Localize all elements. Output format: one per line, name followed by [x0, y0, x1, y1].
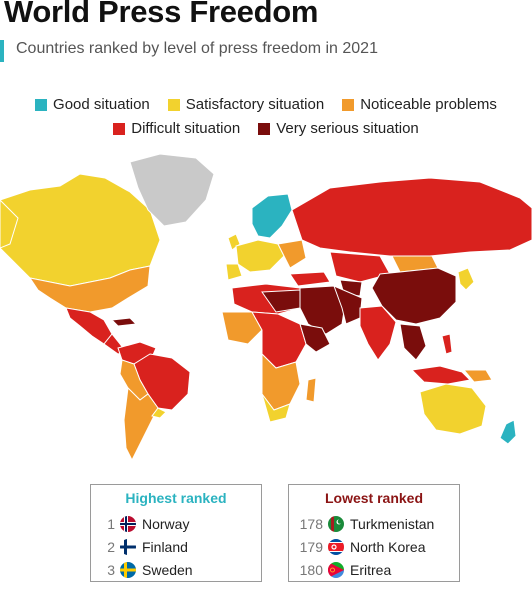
- region-russia: [291, 177, 532, 257]
- eritrea-flag-icon: [328, 561, 344, 578]
- region-alaska: [0, 199, 19, 249]
- lowest-ranked-heading: Lowest ranked: [324, 490, 424, 506]
- region-libya-egypt: [261, 289, 301, 313]
- region-indonesia: [410, 365, 472, 385]
- region-australia: [419, 383, 487, 435]
- world-map-svg: [0, 153, 532, 462]
- region-philippines: [441, 333, 453, 355]
- list-item: 3 Sweden: [91, 558, 261, 581]
- legend-row-1: Good situation Satisfactory situation No…: [0, 96, 532, 113]
- region-mexico: [65, 307, 113, 345]
- region-china: [371, 267, 457, 325]
- legend-label-very-serious: Very serious situation: [276, 120, 419, 137]
- region-kazakhstan: [329, 251, 391, 283]
- list-item: 178 Turkmenistan: [289, 512, 459, 535]
- region-south-africa: [261, 393, 291, 423]
- region-greenland: [129, 153, 215, 227]
- region-png: [462, 369, 493, 383]
- legend-item-noticeable: Noticeable problems: [342, 96, 497, 113]
- lowest-ranked-list: 178 Turkmenistan 179 North Korea 180: [289, 512, 459, 581]
- legend-label-noticeable: Noticeable problems: [360, 96, 497, 113]
- norway-flag-icon: [120, 515, 136, 532]
- lowest-ranked-box: Lowest ranked 178 Turkmenistan 179 North…: [288, 484, 460, 582]
- region-turkey: [289, 271, 331, 287]
- rank-number: 2: [107, 538, 115, 555]
- rank-number: 180: [299, 561, 323, 578]
- legend-label-difficult: Difficult situation: [131, 120, 241, 137]
- region-canada: [0, 173, 161, 287]
- region-scandinavia: [251, 193, 293, 239]
- region-western-europe: [235, 239, 285, 273]
- page-title: World Press Freedom: [4, 0, 319, 29]
- region-iberia: [225, 263, 243, 281]
- legend-label-satisfactory: Satisfactory situation: [185, 96, 325, 113]
- rank-number: 179: [299, 538, 323, 555]
- legend-swatch-noticeable: [342, 98, 355, 111]
- region-cuba: [110, 317, 138, 327]
- rank-number: 1: [107, 515, 115, 532]
- legend-swatch-very-serious: [258, 122, 271, 135]
- legend-item-very-serious: Very serious situation: [258, 120, 419, 137]
- turkmenistan-flag-icon: [328, 515, 344, 532]
- region-usa: [28, 265, 151, 313]
- region-iran: [333, 285, 363, 325]
- highest-ranked-heading: Highest ranked: [125, 490, 227, 506]
- country-name: Turkmenistan: [350, 515, 435, 532]
- region-korea-japan: [457, 267, 475, 291]
- world-map: [0, 148, 532, 478]
- country-name: Sweden: [142, 561, 193, 578]
- accent-bar: [0, 40, 4, 62]
- region-horn-of-africa: [299, 323, 331, 353]
- rank-number: 3: [107, 561, 115, 578]
- country-name: Norway: [142, 515, 190, 532]
- legend-swatch-good: [35, 98, 48, 111]
- list-item: 1 Norway: [91, 512, 261, 535]
- region-uruguay: [151, 407, 167, 419]
- finland-flag-icon: [120, 538, 136, 555]
- list-item: 179 North Korea: [289, 535, 459, 558]
- highest-ranked-box: Highest ranked 1 Norway 2 Finland 3: [90, 484, 262, 582]
- highest-ranked-list: 1 Norway 2 Finland 3: [91, 512, 261, 581]
- legend-item-satisfactory: Satisfactory situation: [167, 96, 325, 113]
- region-west-africa: [221, 311, 263, 345]
- page-subtitle: Countries ranked by level of press freed…: [16, 40, 378, 57]
- region-argentina-chile: [123, 386, 159, 462]
- north-korea-flag-icon: [328, 538, 344, 555]
- region-central-africa: [251, 311, 307, 369]
- list-item: 180 Eritrea: [289, 558, 459, 581]
- country-name: North Korea: [350, 538, 426, 555]
- legend-row-2: Difficult situation Very serious situati…: [0, 120, 532, 137]
- legend-label-good: Good situation: [53, 96, 150, 113]
- legend-item-good: Good situation: [35, 96, 150, 113]
- sweden-flag-icon: [120, 561, 136, 578]
- legend-swatch-difficult: [113, 122, 126, 135]
- region-southeast-asia: [399, 323, 427, 361]
- region-eastern-europe: [277, 239, 307, 269]
- region-new-zealand: [499, 419, 517, 445]
- legend-swatch-satisfactory: [167, 98, 180, 111]
- list-item: 2 Finland: [91, 535, 261, 558]
- country-name: Eritrea: [350, 561, 392, 578]
- region-madagascar: [305, 377, 317, 403]
- country-name: Finland: [142, 538, 188, 555]
- legend-item-difficult: Difficult situation: [113, 120, 240, 137]
- rank-number: 178: [299, 515, 323, 532]
